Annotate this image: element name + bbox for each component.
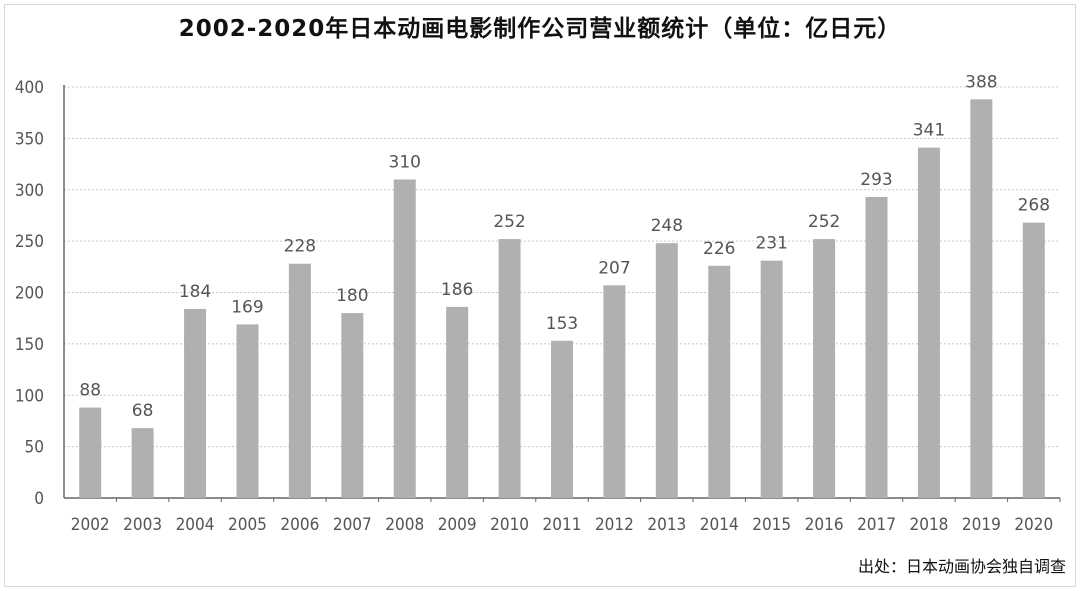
- value-label-2003: 68: [132, 401, 154, 421]
- value-label-2004: 184: [179, 282, 211, 302]
- x-tick-label: 2010: [490, 515, 529, 535]
- chart-frame: [4, 4, 1076, 587]
- x-tick-label: 2006: [280, 515, 319, 535]
- bar-2010: [498, 239, 521, 498]
- value-label-2017: 293: [860, 170, 892, 190]
- y-tick-label: 350: [15, 129, 44, 149]
- x-tick-label: 2020: [1014, 515, 1053, 535]
- value-label-2005: 169: [231, 297, 263, 317]
- value-label-2018: 341: [913, 121, 945, 141]
- bar-2003: [131, 428, 154, 498]
- y-tick-label: 300: [15, 181, 44, 201]
- value-labels: 88 68 184 169 228 180 310 186 252 153 207 248 226 231…: [79, 72, 1050, 421]
- bar-2006: [288, 263, 311, 498]
- x-tick-label: 2018: [909, 515, 948, 535]
- x-tick-label: 2009: [438, 515, 477, 535]
- x-tick-label: 2017: [857, 515, 896, 535]
- chart-title: 2002-2020年日本动画电影制作公司营业额统计（单位：亿日元）: [178, 16, 902, 42]
- source-note: 出处：日本动画协会独自调查: [857, 557, 1066, 576]
- bar-2017: [865, 196, 888, 498]
- x-tick-labels: 2002 2003 2004 2005 2006 2007 2008 2009 2010 2011…: [71, 515, 1054, 535]
- bar-2018: [917, 147, 940, 498]
- bar-2004: [184, 308, 207, 498]
- bar-2011: [551, 340, 573, 498]
- y-tick-label: 100: [15, 386, 44, 406]
- x-tick-label: 2019: [962, 515, 1001, 535]
- value-label-2019: 388: [965, 72, 997, 92]
- value-label-2014: 226: [703, 239, 735, 259]
- x-tick-label: 2011: [543, 515, 582, 535]
- value-label-2015: 231: [755, 234, 787, 254]
- value-label-2012: 207: [598, 258, 630, 278]
- x-tick-label: 2003: [123, 515, 162, 535]
- y-tick-label: 250: [15, 232, 44, 252]
- value-label-2011: 153: [546, 314, 578, 334]
- value-label-2010: 252: [493, 212, 525, 232]
- y-tick-label: 50: [25, 438, 44, 458]
- bars: [79, 99, 1045, 498]
- bar-2012: [603, 285, 626, 498]
- x-tick-label: 2005: [228, 515, 267, 535]
- x-tick-label: 2016: [805, 515, 844, 535]
- x-tick-label: 2014: [700, 515, 739, 535]
- bar-2014: [708, 265, 731, 498]
- bar-2009: [446, 306, 469, 498]
- value-label-2013: 248: [651, 216, 683, 236]
- value-label-2009: 186: [441, 280, 473, 300]
- x-tick-label: 2004: [176, 515, 215, 535]
- value-label-2020: 268: [1018, 196, 1050, 216]
- bar-2005: [236, 324, 259, 498]
- value-label-2006: 228: [284, 237, 316, 257]
- x-tick-label: 2015: [752, 515, 791, 535]
- y-tick-label: 150: [15, 335, 44, 355]
- bar-2015: [760, 260, 783, 498]
- bar-2019: [970, 99, 993, 498]
- x-tick-label: 2012: [595, 515, 634, 535]
- bar-2007: [341, 313, 364, 498]
- y-tick-labels: 0 50 100 150 200 250 300 350 400: [15, 78, 44, 509]
- y-tick-label: 400: [15, 78, 44, 98]
- x-tick-label: 2007: [333, 515, 372, 535]
- y-tick-label: 0: [34, 489, 44, 509]
- bar-2016: [813, 239, 836, 498]
- x-tick-label: 2008: [385, 515, 424, 535]
- bar-2013: [655, 243, 678, 498]
- x-tick-label: 2002: [71, 515, 110, 535]
- value-label-2016: 252: [808, 212, 840, 232]
- value-label-2007: 180: [336, 286, 368, 306]
- bar-2008: [393, 179, 416, 498]
- x-tick-label: 2013: [647, 515, 686, 535]
- value-label-2008: 310: [389, 152, 421, 172]
- y-tick-label: 200: [15, 284, 44, 304]
- bar-2002: [79, 407, 102, 498]
- value-label-2002: 88: [79, 381, 101, 401]
- bar-2020: [1022, 222, 1045, 498]
